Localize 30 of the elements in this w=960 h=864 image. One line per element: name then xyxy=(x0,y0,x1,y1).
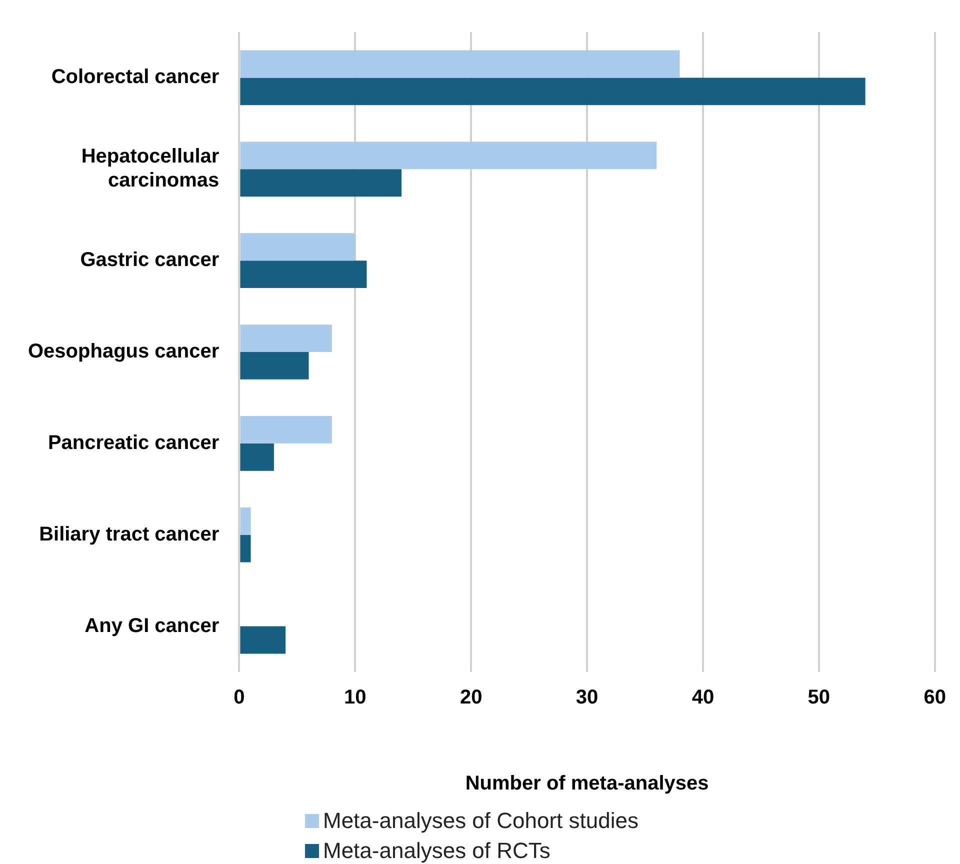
bar xyxy=(240,443,274,471)
bar xyxy=(240,233,356,261)
y-tick-label: Pancreatic cancer xyxy=(48,432,220,454)
bar xyxy=(240,260,367,288)
y-tick-label: Oesophagus cancer xyxy=(28,340,220,363)
x-tick-label: 60 xyxy=(924,686,946,709)
bar xyxy=(240,507,251,535)
bar xyxy=(240,142,657,170)
bar xyxy=(240,626,286,654)
bar xyxy=(240,50,680,78)
x-tick-label: 20 xyxy=(460,686,482,709)
bar xyxy=(240,324,332,352)
bar xyxy=(240,352,309,380)
y-tick-label: Gastric cancer xyxy=(80,249,220,272)
x-tick-label: 30 xyxy=(576,686,598,709)
bar xyxy=(240,78,866,106)
legend-label: Meta-analyses of RCTs xyxy=(323,838,550,864)
bar xyxy=(240,169,402,197)
legend-label: Meta-analyses of Cohort studies xyxy=(323,808,638,834)
x-tick-label: 0 xyxy=(234,686,245,709)
x-axis-title: Number of meta-analyses xyxy=(465,772,709,795)
x-tick-label: 40 xyxy=(692,686,714,709)
y-tick-label: Colorectal cancer xyxy=(51,66,220,88)
x-tick-label: 50 xyxy=(808,686,830,709)
y-tick-label: Hepatocellular carcinomas xyxy=(81,146,220,192)
x-tick-label: 10 xyxy=(344,686,366,709)
y-tick-label: Biliary tract cancer xyxy=(39,523,220,546)
bar xyxy=(240,534,251,562)
bar xyxy=(240,416,332,444)
y-tick-label: Any GI cancer xyxy=(84,614,220,637)
